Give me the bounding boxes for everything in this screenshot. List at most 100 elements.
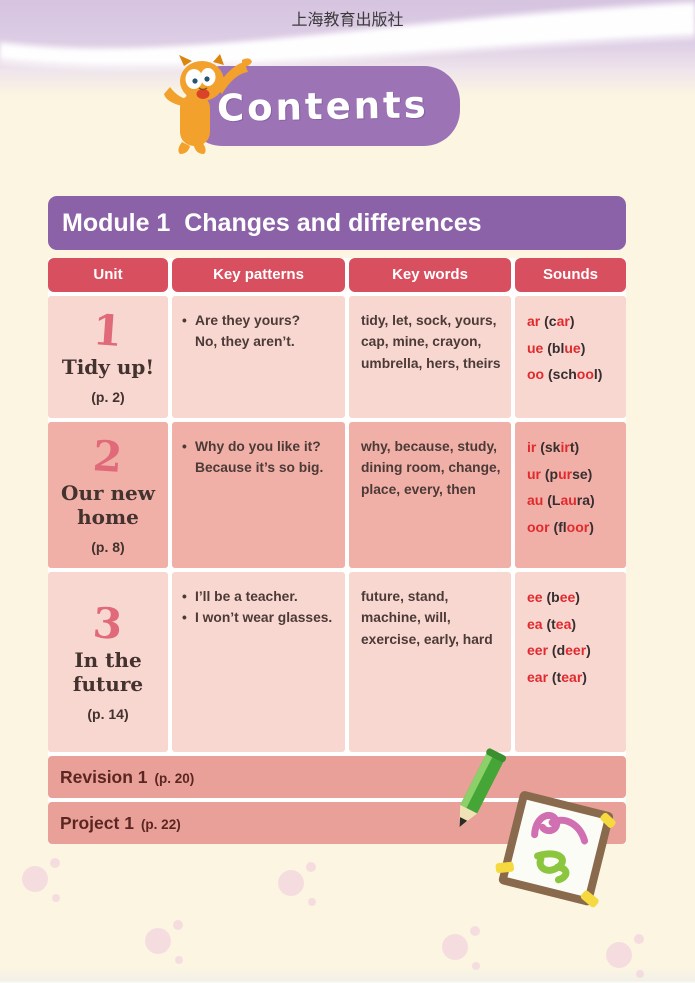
sound-segment: ee: [527, 589, 543, 605]
cat-mascot-icon: [164, 54, 252, 154]
sound-segment: (t: [542, 615, 556, 632]
unit-number: 1: [91, 304, 125, 356]
unit-cell: 1 Tidy up! (p. 2): [48, 296, 168, 418]
key-words-cell: future, stand, machine, will, exercise, …: [349, 572, 511, 752]
sound-segment: ue: [527, 339, 544, 356]
sound-line: ue (blue): [527, 335, 622, 362]
sound-segment: (sk: [536, 439, 561, 455]
sound-segment: (fl: [549, 518, 567, 535]
pattern-line: • I won’t wear glasses.: [182, 607, 339, 628]
table-row: 3 In the future (p. 14) • I’ll be a teacher.…: [48, 572, 626, 752]
sound-line: ar (car): [527, 308, 622, 335]
sound-segment: (sch: [544, 366, 577, 383]
sound-segment: ue: [564, 339, 581, 356]
sound-segment: ur: [527, 465, 541, 482]
column-header-key-patterns: Key patterns: [172, 258, 345, 292]
column-header-unit: Unit: [48, 258, 168, 292]
bullet-icon: •: [182, 313, 187, 328]
sound-segment: ): [589, 518, 594, 535]
sound-segment: (c: [540, 313, 557, 329]
table-header-row: Unit Key patterns Key words Sounds: [48, 258, 626, 292]
sound-segment: au: [527, 492, 544, 509]
sound-segment: ur: [558, 465, 573, 482]
sound-segment: se): [572, 465, 593, 482]
sound-line: ur (purse): [527, 461, 622, 488]
sound-segment: eer: [527, 642, 549, 659]
unit-number: 2: [91, 430, 125, 482]
unit-cell: 3 In the future (p. 14): [48, 572, 168, 752]
sound-segment: ): [571, 615, 577, 632]
unit-page: (p. 14): [87, 706, 129, 723]
table-row: 1 Tidy up! (p. 2) • Are they yours? No, they …: [48, 296, 626, 418]
page-bottom-edge: [0, 967, 695, 983]
publisher-title: 上海教育出版社: [291, 10, 404, 29]
key-words-cell: tidy, let, sock, yours, cap, mine, crayo…: [349, 296, 511, 418]
sound-line: ee (bee): [527, 584, 622, 611]
key-words-cell: why, because, study, dining room, change…: [349, 422, 511, 568]
wave-swoosh: [0, 0, 695, 71]
revision-row: Revision 1 (p. 20): [48, 756, 626, 798]
sound-line: ir (skirt): [527, 434, 622, 461]
pattern-line: Because it’s so big.: [195, 460, 324, 476]
project-page: (p. 22): [140, 817, 181, 832]
sound-line: eer (deer): [527, 637, 622, 664]
sound-segment: (d: [548, 642, 566, 659]
table-body: 1 Tidy up! (p. 2) • Are they yours? No, they …: [48, 296, 626, 752]
sound-segment: l): [593, 366, 603, 383]
sound-segment: oor: [527, 518, 550, 535]
sound-segment: ea: [555, 615, 572, 632]
module-header: Module 1 Changes and differences: [48, 196, 626, 250]
pattern-line: No, they aren’t.: [195, 334, 295, 350]
pencil-and-notepad-icon: [459, 748, 616, 908]
sound-segment: ear: [527, 668, 549, 685]
project-label: Project 1: [60, 813, 134, 833]
key-patterns-cell: • Why do you like it? Because it’s so big.: [172, 422, 345, 568]
pencil-icon: [459, 748, 507, 827]
sounds-cell: ar (car) ue (blue) oo (school): [515, 296, 626, 418]
sound-segment: ra): [576, 492, 595, 509]
pattern-line: • I’ll be a teacher.: [182, 586, 339, 607]
table-row: 2 Our new home (p. 8) • Why do you like it? B…: [48, 422, 626, 568]
bullet-icon: •: [182, 439, 187, 454]
sounds-cell: ee (bee) ea (tea) eer (deer) ear (tear): [515, 572, 626, 752]
contents-table: Unit Key patterns Key words Sounds 1 Tidy…: [48, 258, 626, 844]
bullet-icon: •: [182, 610, 187, 626]
revision-label: Revision 1: [60, 767, 148, 787]
paw-print-decoration: [442, 926, 484, 974]
unit-title: In the future: [72, 648, 144, 697]
unit-title: Tidy up!: [61, 355, 155, 380]
sound-segment: (t: [548, 668, 562, 685]
sound-segment: ar: [527, 313, 541, 329]
sound-segment: oor: [566, 518, 590, 535]
unit-cell: 2 Our new home (p. 8): [48, 422, 168, 568]
paw-print-decoration: [22, 858, 64, 906]
sound-segment: ear: [561, 668, 583, 685]
sound-segment: (L: [543, 492, 561, 509]
paw-print-decoration: [606, 934, 648, 982]
unit-page: (p. 8): [91, 539, 125, 556]
sound-segment: ): [575, 589, 580, 605]
sound-segment: oo: [576, 366, 594, 383]
column-header-sounds: Sounds: [515, 258, 626, 292]
sound-segment: ir: [527, 439, 537, 455]
sound-segment: oo: [527, 366, 545, 383]
unit-page: (p. 2): [91, 389, 125, 406]
sounds-cell: ir (skirt) ur (purse) au (Laura) oor (floor…: [515, 422, 626, 568]
sound-line: au (Laura): [527, 487, 622, 514]
column-header-key-words: Key words: [349, 258, 511, 292]
unit-number: 3: [91, 597, 125, 649]
module-title: Module 1 Changes and differences: [62, 208, 482, 237]
sound-segment: (b: [542, 589, 560, 605]
sound-line: ea (tea): [527, 611, 622, 638]
notepad-icon: [495, 791, 616, 908]
bullet-icon: •: [182, 589, 187, 604]
unit-title: Our new home: [61, 481, 155, 530]
pattern-line: • Why do you like it?: [182, 436, 339, 457]
sound-segment: ): [569, 313, 575, 329]
sound-segment: ir: [560, 439, 570, 455]
sound-segment: (p: [541, 465, 559, 482]
sound-segment: t): [569, 439, 580, 455]
sound-segment: ): [582, 668, 587, 685]
paw-print-decoration: [145, 920, 187, 968]
